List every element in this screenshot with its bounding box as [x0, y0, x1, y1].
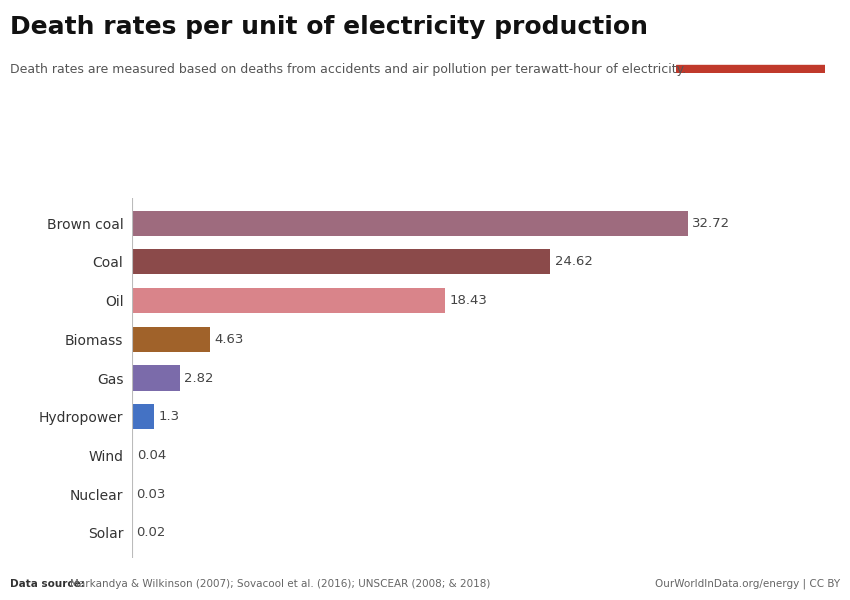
Text: 32.72: 32.72	[692, 217, 730, 230]
Bar	[132, 404, 154, 429]
Text: 4.63: 4.63	[215, 333, 244, 346]
Text: 18.43: 18.43	[450, 294, 487, 307]
Text: in Data: in Data	[725, 43, 775, 56]
Text: 0.02: 0.02	[136, 526, 166, 539]
Text: Death rates are measured based on deaths from accidents and air pollution per te: Death rates are measured based on deaths…	[10, 63, 687, 76]
Text: Markandya & Wilkinson (2007); Sovacool et al. (2016); UNSCEAR (2008; & 2018): Markandya & Wilkinson (2007); Sovacool e…	[70, 579, 490, 589]
Text: 2.82: 2.82	[184, 371, 213, 385]
Bar	[132, 365, 179, 391]
Text: 0.04: 0.04	[137, 449, 166, 462]
Text: Our World: Our World	[715, 23, 785, 35]
Bar	[132, 288, 445, 313]
Text: 1.3: 1.3	[158, 410, 179, 423]
Text: Death rates per unit of electricity production: Death rates per unit of electricity prod…	[10, 15, 649, 39]
Bar	[132, 327, 211, 352]
Bar	[132, 211, 688, 236]
Text: Data source:: Data source:	[10, 579, 88, 589]
Bar	[132, 249, 550, 274]
Text: OurWorldInData.org/energy | CC BY: OurWorldInData.org/energy | CC BY	[654, 578, 840, 589]
Bar	[676, 65, 824, 73]
Text: 0.03: 0.03	[137, 488, 166, 500]
Text: 24.62: 24.62	[554, 256, 592, 268]
